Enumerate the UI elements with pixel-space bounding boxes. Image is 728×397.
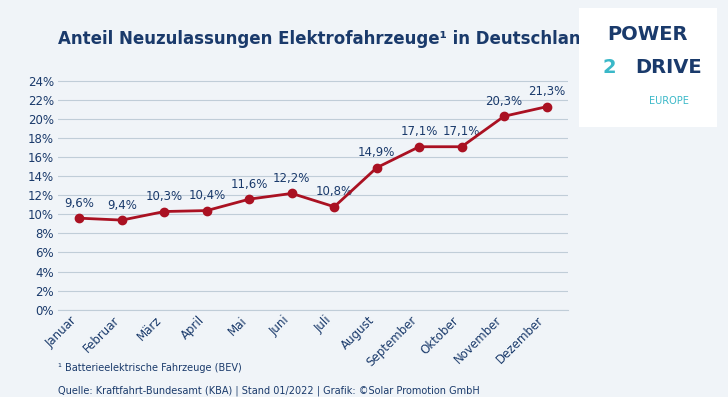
Text: ¹ Batterieelektrische Fahrzeuge (BEV): ¹ Batterieelektrische Fahrzeuge (BEV) <box>58 363 242 373</box>
Text: 11,6%: 11,6% <box>231 178 268 191</box>
Text: 10,3%: 10,3% <box>146 190 183 203</box>
Text: 21,3%: 21,3% <box>528 85 565 98</box>
Text: Anteil Neuzulassungen Elektrofahrzeuge¹ in Deutschland 2021: Anteil Neuzulassungen Elektrofahrzeuge¹ … <box>58 30 645 48</box>
Text: 20,3%: 20,3% <box>486 95 523 108</box>
Text: 9,4%: 9,4% <box>107 199 137 212</box>
Text: Quelle: Kraftfahrt-Bundesamt (KBA) | Stand 01/2022 | Grafik: ©Solar Promotion Gm: Quelle: Kraftfahrt-Bundesamt (KBA) | Sta… <box>58 385 480 395</box>
Text: EUROPE: EUROPE <box>649 96 689 106</box>
Text: 9,6%: 9,6% <box>65 197 95 210</box>
Text: DRIVE: DRIVE <box>636 58 702 77</box>
Text: 17,1%: 17,1% <box>400 125 438 139</box>
Text: POWER: POWER <box>608 25 688 44</box>
Text: 17,1%: 17,1% <box>443 125 480 139</box>
Text: 12,2%: 12,2% <box>273 172 311 185</box>
Text: 10,8%: 10,8% <box>316 185 353 198</box>
Text: 14,9%: 14,9% <box>358 146 395 159</box>
Text: 2: 2 <box>602 58 616 77</box>
Text: 10,4%: 10,4% <box>189 189 226 202</box>
